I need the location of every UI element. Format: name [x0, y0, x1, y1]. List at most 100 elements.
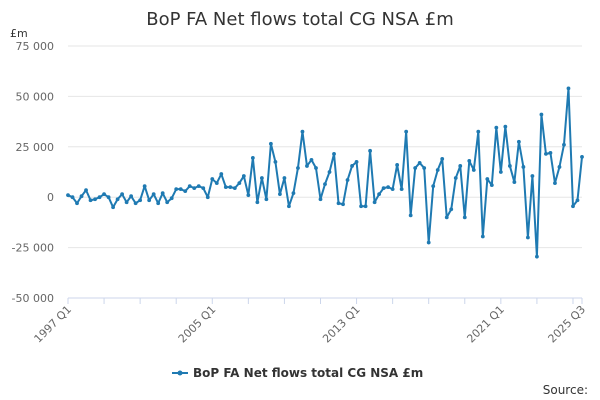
data-point	[214, 181, 219, 185]
x-axis-ticks: 1997 Q1 2005 Q1 2013 Q1 2021 Q1 2025 Q3	[32, 298, 588, 346]
y-tick-label: -25 000	[12, 242, 54, 255]
data-point	[512, 180, 517, 184]
chart-title: BoP FA Net flows total CG NSA £m	[146, 9, 454, 30]
data-point	[192, 186, 197, 191]
data-point	[174, 187, 179, 192]
data-point	[187, 184, 192, 189]
data-point	[255, 200, 260, 205]
data-point	[102, 192, 106, 197]
data-point	[471, 168, 476, 172]
data-point	[435, 168, 440, 172]
data-point	[507, 164, 512, 168]
data-point	[580, 154, 584, 159]
data-point	[462, 215, 467, 220]
data-point	[169, 196, 174, 201]
data-point	[142, 184, 147, 189]
data-point	[156, 201, 161, 206]
data-point	[327, 170, 332, 174]
data-point	[133, 201, 138, 206]
data-point	[79, 194, 84, 199]
gridlines	[68, 45, 582, 249]
source-label[interactable]: Source:	[543, 383, 588, 397]
legend[interactable]: BoP FA Net flows total CG NSA £m	[172, 366, 423, 380]
data-point	[70, 195, 75, 200]
x-tick-label: 2005 Q1	[176, 303, 219, 346]
data-point	[467, 159, 472, 163]
data-point	[386, 185, 391, 190]
data-point	[381, 186, 386, 191]
data-point	[84, 188, 88, 193]
data-point	[205, 195, 210, 200]
data-point	[426, 240, 431, 245]
data-point	[66, 193, 70, 198]
series-line	[67, 87, 583, 258]
data-point	[250, 155, 255, 160]
y-tick-label: -50 000	[12, 292, 54, 305]
data-point	[305, 164, 309, 168]
data-point	[553, 181, 557, 185]
data-point	[530, 174, 535, 178]
data-point	[314, 166, 318, 170]
data-point	[88, 198, 93, 203]
data-point	[97, 195, 102, 200]
data-point	[525, 235, 530, 240]
data-point	[147, 198, 152, 203]
data-point	[494, 125, 499, 130]
data-point	[341, 202, 345, 207]
data-point	[323, 182, 327, 187]
data-point	[75, 201, 79, 206]
x-tick-label: 2013 Q1	[320, 303, 363, 346]
data-point	[160, 191, 165, 196]
data-point	[413, 166, 418, 170]
data-point	[273, 160, 278, 164]
data-point	[516, 139, 521, 144]
data-point	[566, 86, 571, 91]
y-tick-label: 25 000	[16, 141, 55, 154]
legend-swatch-marker	[177, 370, 183, 376]
data-point	[129, 194, 134, 199]
data-point	[111, 205, 115, 210]
data-point	[444, 215, 449, 220]
data-point	[363, 204, 368, 209]
data-point	[575, 198, 580, 203]
data-point	[264, 197, 269, 202]
data-point	[489, 183, 494, 188]
data-point	[268, 141, 273, 146]
y-tick-label: 50 000	[16, 90, 55, 103]
data-point	[309, 158, 314, 162]
data-point	[417, 161, 422, 165]
series-plot	[66, 86, 584, 259]
data-point	[453, 176, 458, 180]
x-tick-label: 1997 Q1	[32, 303, 75, 346]
data-point	[178, 187, 183, 192]
data-point	[246, 193, 251, 198]
data-point	[498, 170, 503, 174]
data-point	[115, 197, 120, 202]
y-tick-label: 0	[47, 191, 54, 204]
data-point	[535, 254, 539, 259]
y-tick-label: 75 000	[16, 40, 55, 53]
legend-label: BoP FA Net flows total CG NSA £m	[193, 366, 423, 380]
data-point	[291, 191, 296, 196]
data-point	[449, 207, 454, 212]
data-point	[201, 186, 206, 191]
data-point	[106, 195, 111, 200]
data-point	[404, 129, 409, 134]
data-point	[241, 174, 246, 178]
data-point	[458, 164, 463, 168]
data-point	[183, 189, 188, 194]
data-point	[372, 200, 377, 205]
data-point	[259, 176, 264, 180]
data-point	[318, 197, 323, 202]
data-point	[336, 201, 341, 206]
data-point	[223, 185, 228, 190]
data-point	[287, 204, 291, 209]
data-point	[354, 160, 359, 164]
data-point	[278, 192, 282, 197]
data-point	[539, 112, 544, 117]
data-point	[151, 192, 156, 197]
data-point	[476, 129, 481, 134]
data-point	[345, 178, 350, 182]
data-point	[296, 166, 300, 170]
data-point	[422, 166, 427, 170]
